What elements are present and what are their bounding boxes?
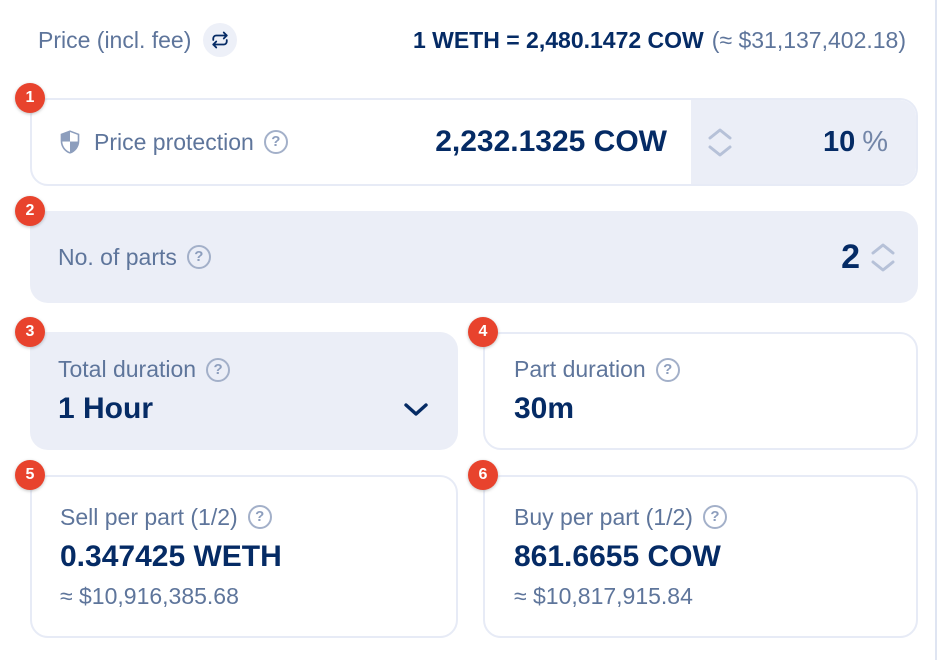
percent-unit: % (862, 125, 888, 158)
help-icon[interactable]: ? (263, 130, 288, 154)
buy-per-part-label: Buy per part (1/2) (514, 503, 693, 530)
swap-icon (211, 31, 229, 49)
part-duration-label: Part duration (514, 356, 646, 382)
sell-per-part-card: Sell per part (1/2) ? 0.347425 WETH ≈ $1… (30, 475, 458, 638)
shield-icon (56, 128, 84, 156)
help-icon[interactable]: ? (186, 245, 211, 269)
help-icon[interactable]: ? (702, 505, 727, 529)
num-parts-stepper (870, 242, 896, 273)
step-badge-6: 6 (468, 460, 498, 490)
step-badge-1: 1 (15, 83, 45, 113)
stepper-down-icon[interactable] (870, 260, 896, 273)
market-price-fiat: (≈ $31,137,402.18) (711, 26, 906, 53)
help-icon[interactable]: ? (206, 357, 231, 382)
price-protection-label: Price protection (94, 128, 254, 155)
buy-per-part-card: Buy per part (1/2) ? 861.6655 COW ≈ $10,… (483, 475, 918, 638)
help-icon[interactable]: ? (247, 505, 272, 529)
step-badge-3: 3 (15, 317, 45, 347)
invert-price-button[interactable] (203, 23, 238, 57)
stepper-up-icon[interactable] (707, 127, 733, 140)
sell-per-part-fiat: ≈ $10,916,385.68 (60, 582, 239, 609)
total-duration-label: Total duration (58, 356, 197, 382)
step-badge-4: 4 (468, 317, 498, 347)
stepper-up-icon[interactable] (870, 242, 896, 255)
price-label: Price (incl. fee) (38, 26, 192, 53)
part-duration-card: Part duration ? 30m (483, 332, 918, 450)
total-duration-value: 1 Hour (58, 392, 154, 425)
step-badge-5: 5 (15, 460, 45, 490)
percent-value: 10 (822, 125, 856, 158)
price-protection-stepper (707, 127, 733, 158)
step-badge-2: 2 (15, 196, 45, 226)
num-parts-card: No. of parts ? 2 (30, 211, 918, 303)
price-protection-amount-input[interactable]: 2,232.1325 COW (435, 125, 667, 158)
sell-per-part-label: Sell per part (1/2) (60, 503, 238, 530)
part-duration-value: 30m (514, 392, 575, 425)
total-duration-select[interactable]: Total duration ? 1 Hour (30, 332, 458, 450)
market-price-value: 1 WETH = 2,480.1472 COW (412, 26, 704, 53)
chevron-down-icon[interactable] (402, 402, 430, 417)
price-protection-percent-panel: 10% (691, 100, 916, 184)
sell-per-part-value: 0.347425 WETH (60, 539, 282, 573)
stepper-down-icon[interactable] (707, 145, 733, 158)
market-price: 1 WETH = 2,480.1472 COW (≈ $31,137,402.1… (413, 27, 906, 54)
price-protection-card: Price protection ? 2,232.1325 COW 10% (30, 98, 918, 186)
price-protection-percent-input[interactable]: 10% (823, 126, 888, 159)
num-parts-input[interactable]: 2 (841, 237, 860, 276)
help-icon[interactable]: ? (655, 357, 680, 382)
buy-per-part-value: 861.6655 COW (514, 539, 721, 573)
price-row: Price (incl. fee) 1 WETH = 2,480.1472 CO… (38, 20, 906, 60)
num-parts-label: No. of parts (58, 243, 177, 270)
widget-right-border (935, 0, 937, 660)
buy-per-part-fiat: ≈ $10,817,915.84 (514, 582, 693, 609)
